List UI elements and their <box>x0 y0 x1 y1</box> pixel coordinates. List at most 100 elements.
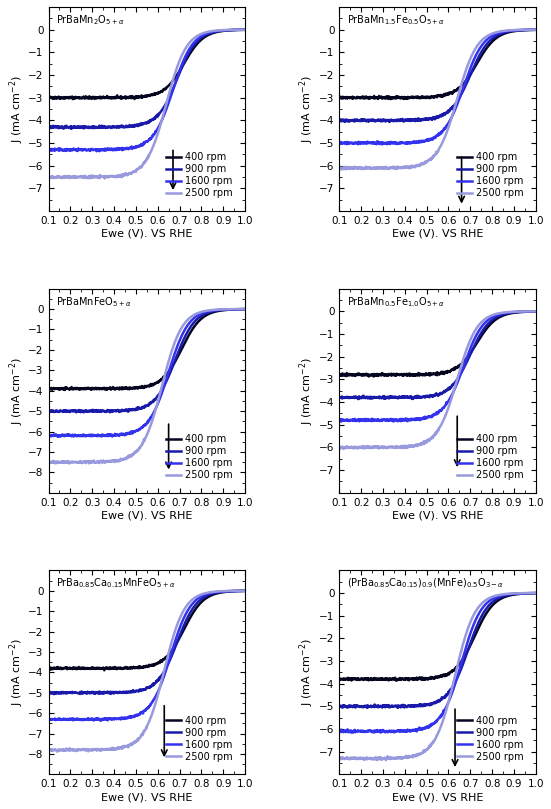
Legend: 400 rpm, 900 rpm, 1600 rpm, 2500 rpm: 400 rpm, 900 rpm, 1600 rpm, 2500 rpm <box>163 149 236 202</box>
1600 rpm <box>387 415 393 425</box>
1600 rpm <box>336 138 343 148</box>
Text: (PrBa$_{0.85}$Ca$_{0.15}$)$_{0.9}$(MnFe)$_{0.5}$O$_{3-\alpha}$: (PrBa$_{0.85}$Ca$_{0.15}$)$_{0.9}$(MnFe)… <box>347 577 504 590</box>
1600 rpm <box>377 728 384 738</box>
1600 rpm <box>338 417 344 426</box>
400 rpm <box>96 93 102 103</box>
Y-axis label: J (mA cm$^{-2}$): J (mA cm$^{-2}$) <box>298 638 316 706</box>
Line: 900 rpm: 900 rpm <box>339 311 536 399</box>
2500 rpm <box>161 371 168 380</box>
400 rpm <box>161 654 168 663</box>
900 rpm <box>177 343 183 353</box>
2500 rpm <box>532 307 539 316</box>
2500 rpm <box>96 172 102 182</box>
1600 rpm <box>177 64 183 74</box>
2500 rpm <box>425 155 432 165</box>
2500 rpm <box>336 163 343 172</box>
400 rpm <box>161 371 168 381</box>
2500 rpm <box>452 669 459 679</box>
X-axis label: Ewe (V). VS RHE: Ewe (V). VS RHE <box>392 510 483 520</box>
Line: 400 rpm: 400 rpm <box>339 311 536 376</box>
1600 rpm <box>452 383 459 392</box>
2500 rpm <box>468 334 474 344</box>
400 rpm <box>80 384 87 394</box>
2500 rpm <box>177 54 183 64</box>
2500 rpm <box>340 444 347 454</box>
400 rpm <box>242 25 249 35</box>
900 rpm <box>177 67 183 77</box>
400 rpm <box>45 92 52 102</box>
Text: PrBaMn$_2$O$_{5+\alpha}$: PrBaMn$_2$O$_{5+\alpha}$ <box>56 13 125 27</box>
X-axis label: Ewe (V). VS RHE: Ewe (V). VS RHE <box>101 510 192 520</box>
Line: 400 rpm: 400 rpm <box>48 30 245 100</box>
400 rpm <box>371 369 378 379</box>
900 rpm <box>386 117 392 127</box>
400 rpm <box>177 347 183 357</box>
900 rpm <box>51 689 57 699</box>
900 rpm <box>387 702 393 712</box>
400 rpm <box>371 91 377 101</box>
900 rpm <box>134 404 141 414</box>
Line: 2500 rpm: 2500 rpm <box>48 591 245 752</box>
400 rpm <box>532 25 539 35</box>
900 rpm <box>452 99 459 108</box>
2500 rpm <box>177 325 183 335</box>
2500 rpm <box>425 743 432 753</box>
2500 rpm <box>371 443 378 452</box>
Line: 1600 rpm: 1600 rpm <box>339 311 536 421</box>
400 rpm <box>336 674 343 684</box>
400 rpm <box>336 93 343 103</box>
Line: 1600 rpm: 1600 rpm <box>48 30 245 151</box>
1600 rpm <box>45 431 52 441</box>
1600 rpm <box>242 304 249 314</box>
Line: 1600 rpm: 1600 rpm <box>48 591 245 721</box>
Line: 900 rpm: 900 rpm <box>339 30 536 122</box>
900 rpm <box>61 124 67 133</box>
900 rpm <box>355 394 361 404</box>
900 rpm <box>532 588 539 598</box>
1600 rpm <box>532 25 539 35</box>
900 rpm <box>452 377 459 387</box>
1600 rpm <box>161 380 168 390</box>
400 rpm <box>452 363 459 373</box>
1600 rpm <box>468 627 474 637</box>
1600 rpm <box>484 34 491 44</box>
Line: 900 rpm: 900 rpm <box>48 591 245 694</box>
Text: PrBaMnFeO$_{5+\alpha}$: PrBaMnFeO$_{5+\alpha}$ <box>56 294 132 308</box>
400 rpm <box>484 607 491 616</box>
1600 rpm <box>80 431 87 441</box>
400 rpm <box>45 383 52 393</box>
900 rpm <box>395 703 401 713</box>
1600 rpm <box>193 35 200 44</box>
400 rpm <box>134 91 141 101</box>
1600 rpm <box>96 714 102 724</box>
900 rpm <box>193 599 200 608</box>
400 rpm <box>452 86 459 95</box>
2500 rpm <box>177 612 183 622</box>
Line: 2500 rpm: 2500 rpm <box>48 30 245 179</box>
900 rpm <box>161 666 168 676</box>
400 rpm <box>96 663 102 673</box>
400 rpm <box>193 40 200 49</box>
400 rpm <box>177 632 183 642</box>
400 rpm <box>387 93 393 103</box>
Y-axis label: J (mA cm$^{-2}$): J (mA cm$^{-2}$) <box>7 75 25 143</box>
900 rpm <box>161 101 168 111</box>
1600 rpm <box>468 342 474 352</box>
400 rpm <box>532 307 539 316</box>
Legend: 400 rpm, 900 rpm, 1600 rpm, 2500 rpm: 400 rpm, 900 rpm, 1600 rpm, 2500 rpm <box>163 712 236 765</box>
Line: 1600 rpm: 1600 rpm <box>339 30 536 144</box>
1600 rpm <box>425 722 432 732</box>
400 rpm <box>387 370 393 379</box>
900 rpm <box>242 586 249 595</box>
400 rpm <box>101 665 107 675</box>
1600 rpm <box>98 716 104 726</box>
400 rpm <box>134 663 141 672</box>
1600 rpm <box>425 136 432 146</box>
400 rpm <box>452 663 459 672</box>
1600 rpm <box>336 726 343 736</box>
2500 rpm <box>45 745 52 755</box>
1600 rpm <box>242 25 249 35</box>
900 rpm <box>371 393 378 403</box>
1600 rpm <box>134 710 141 720</box>
2500 rpm <box>96 458 102 468</box>
